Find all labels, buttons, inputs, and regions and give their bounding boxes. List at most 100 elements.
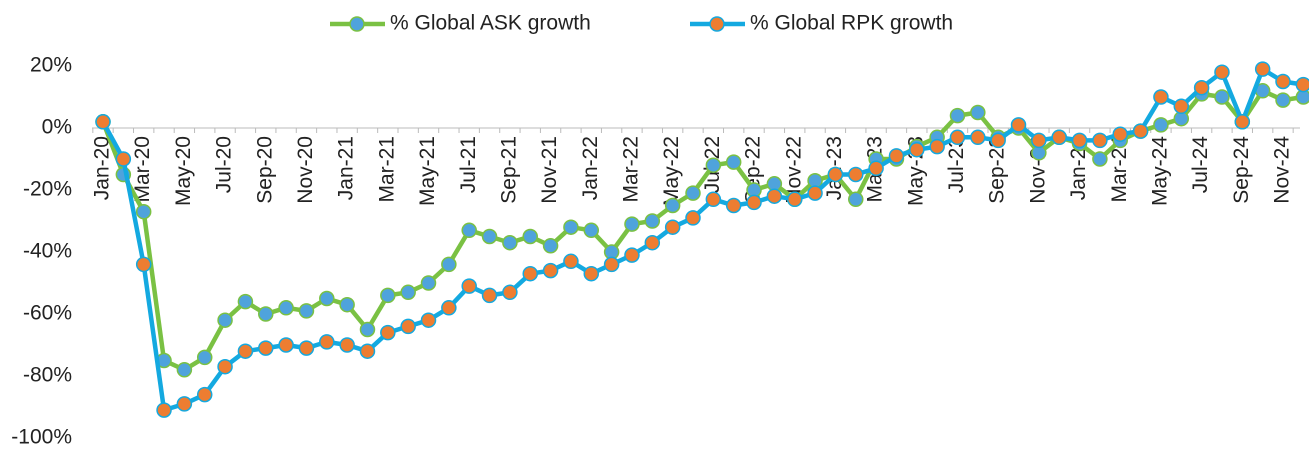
x-tick-label: Nov-22 xyxy=(782,136,805,204)
series-marker xyxy=(1153,89,1169,105)
series-marker xyxy=(380,287,396,304)
x-tick-label: Nov-20 xyxy=(294,136,317,204)
series-marker xyxy=(400,284,416,301)
series-marker xyxy=(522,228,538,245)
x-tick-label: Sep-20 xyxy=(253,136,276,204)
series-marker xyxy=(542,238,559,254)
series-marker xyxy=(644,234,661,251)
series-marker xyxy=(156,402,172,418)
series-marker xyxy=(1173,98,1190,115)
series-marker xyxy=(848,191,864,208)
x-tick-label: Jan-21 xyxy=(335,136,358,200)
series-marker xyxy=(807,185,823,201)
series-marker xyxy=(258,340,274,356)
series-marker xyxy=(400,318,416,335)
series-marker xyxy=(624,247,640,263)
series-marker xyxy=(664,219,681,235)
series-marker xyxy=(1112,126,1128,142)
y-tick-label: 20% xyxy=(30,54,72,77)
x-tick-label: May-24 xyxy=(1148,136,1171,206)
series-marker xyxy=(135,256,152,273)
y-tick-label: -60% xyxy=(23,302,72,325)
series-marker xyxy=(990,132,1006,149)
series-marker xyxy=(1254,61,1271,77)
x-tick-label: Mar-21 xyxy=(375,136,398,203)
series-marker xyxy=(868,160,884,177)
series-marker xyxy=(522,265,538,282)
series-marker xyxy=(644,213,661,229)
series-marker xyxy=(1295,76,1309,93)
series-marker xyxy=(1275,92,1291,108)
series-marker xyxy=(502,284,518,301)
series-marker xyxy=(542,262,559,279)
series-marker xyxy=(1031,132,1047,149)
series-marker xyxy=(298,340,315,356)
series-marker xyxy=(319,290,335,307)
series-marker xyxy=(196,349,213,366)
series-marker xyxy=(685,210,701,226)
series-marker xyxy=(278,337,294,353)
series-marker xyxy=(685,185,701,201)
y-tick-label: 0% xyxy=(42,116,72,139)
series-marker xyxy=(970,104,986,121)
series-marker xyxy=(929,138,945,155)
x-tick-label: Jul-20 xyxy=(213,136,236,193)
series-marker xyxy=(217,358,233,375)
series-marker xyxy=(664,197,681,214)
x-tick-label: Sep-21 xyxy=(497,136,520,204)
series-marker xyxy=(583,222,600,239)
series-marker xyxy=(1092,151,1108,167)
series-marker xyxy=(1153,117,1169,133)
series-marker xyxy=(420,312,437,328)
series-marker xyxy=(461,222,477,239)
series-marker xyxy=(583,265,600,282)
series-marker xyxy=(319,334,335,350)
x-tick-label: Jul-21 xyxy=(457,136,480,193)
legend-label: % Global RPK growth xyxy=(750,12,953,35)
series-marker xyxy=(1092,132,1108,149)
series-marker xyxy=(563,219,579,235)
series-marker xyxy=(115,151,132,167)
series-marker xyxy=(359,343,376,359)
series-marker xyxy=(1214,64,1230,80)
series-marker xyxy=(848,166,864,183)
series-marker xyxy=(237,343,254,359)
series-marker xyxy=(258,306,274,322)
series-marker xyxy=(888,148,905,164)
x-tick-label: Jan-20 xyxy=(91,136,114,200)
series-marker xyxy=(1132,123,1149,139)
series-marker xyxy=(746,194,762,211)
series-marker xyxy=(1234,114,1251,130)
x-tick-label: Sep-23 xyxy=(986,136,1009,204)
series-marker xyxy=(481,228,498,245)
y-tick-label: -40% xyxy=(23,240,72,263)
series-marker xyxy=(949,129,966,146)
series-marker xyxy=(420,275,437,291)
legend-marker xyxy=(349,16,365,32)
series-marker xyxy=(705,191,722,208)
legend-marker xyxy=(709,16,725,32)
series-marker xyxy=(441,256,457,273)
series-marker xyxy=(176,362,193,378)
x-tick-label: Jan-22 xyxy=(579,136,602,200)
y-tick-label: -100% xyxy=(11,426,72,449)
series-marker xyxy=(909,141,925,158)
x-tick-label: Nov-21 xyxy=(538,136,561,204)
series-marker xyxy=(380,324,396,341)
series-marker xyxy=(827,166,844,183)
x-tick-label: Mar-22 xyxy=(620,136,643,203)
series-marker xyxy=(298,303,315,319)
x-tick-label: Jan-24 xyxy=(1067,136,1090,201)
x-tick-label: May-20 xyxy=(172,136,195,206)
series-marker xyxy=(481,287,498,304)
series-marker xyxy=(1275,73,1291,90)
series-marker xyxy=(95,114,111,130)
series-marker xyxy=(705,157,722,173)
series-marker xyxy=(1214,89,1230,105)
series-marker xyxy=(725,197,742,214)
series-marker xyxy=(603,256,620,273)
series-marker xyxy=(461,278,477,294)
x-tick-label: Mar-20 xyxy=(131,136,154,203)
series-marker xyxy=(1051,129,1067,146)
